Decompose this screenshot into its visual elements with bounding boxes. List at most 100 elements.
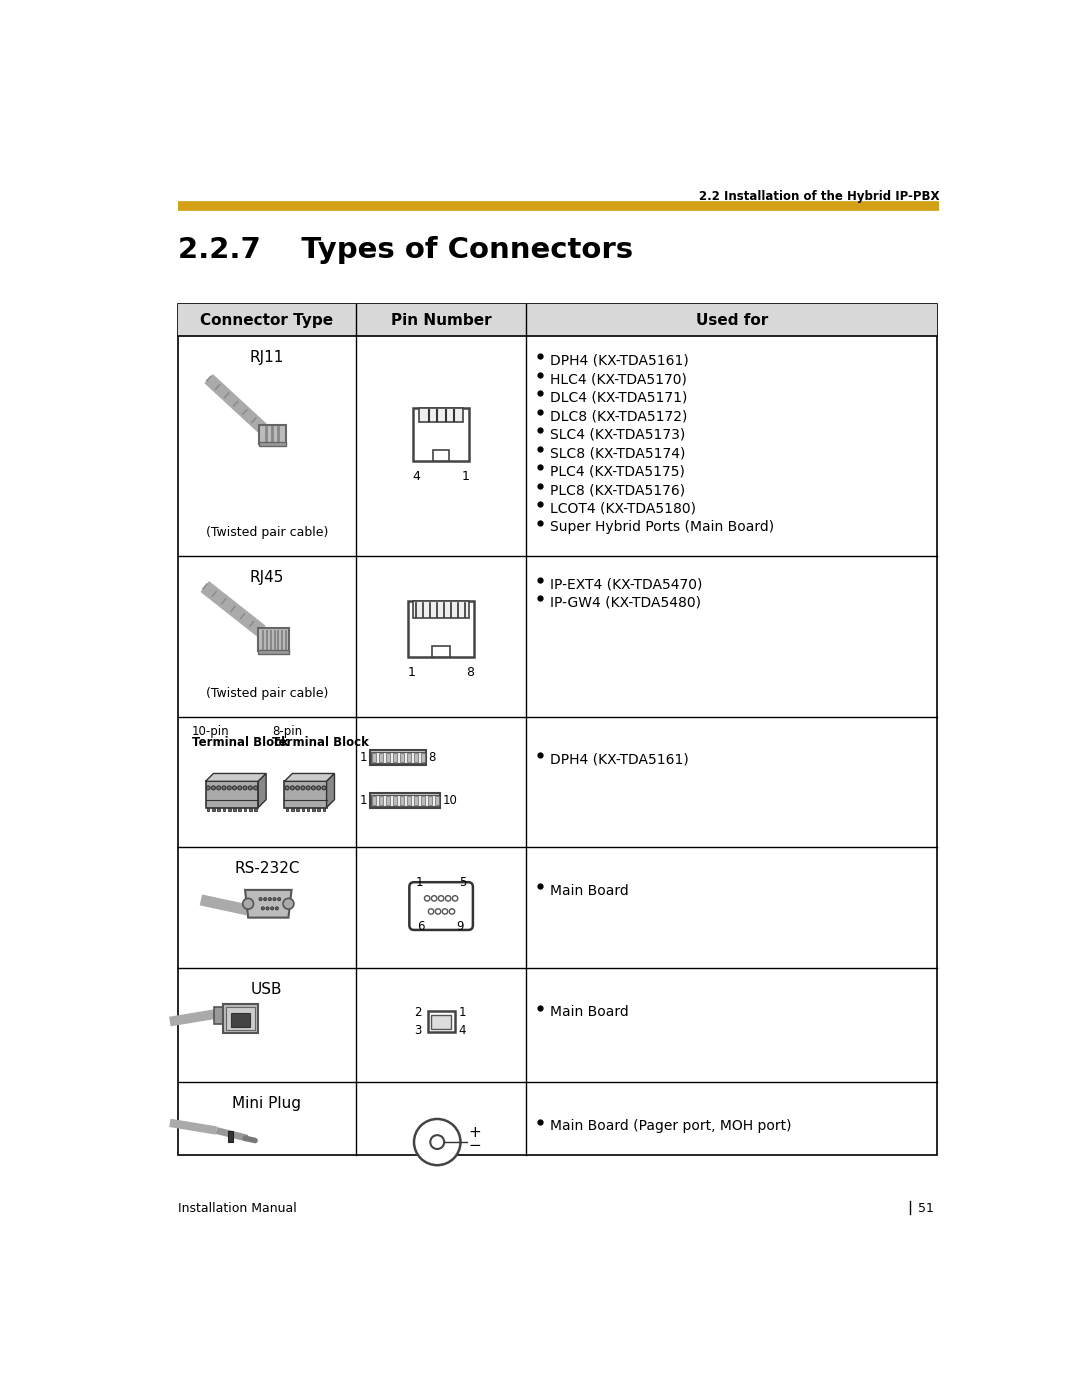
Circle shape <box>232 787 237 789</box>
Text: Main Board: Main Board <box>550 1006 629 1020</box>
Bar <box>386 796 390 805</box>
Bar <box>207 807 210 812</box>
Bar <box>414 753 418 763</box>
Circle shape <box>301 787 305 789</box>
Bar <box>307 807 310 812</box>
Text: 8: 8 <box>467 666 474 679</box>
Circle shape <box>248 787 253 789</box>
Circle shape <box>271 907 273 909</box>
Bar <box>244 807 246 812</box>
Polygon shape <box>326 774 335 807</box>
Bar <box>414 408 469 461</box>
Circle shape <box>275 907 279 909</box>
Bar <box>284 781 326 807</box>
Text: 5: 5 <box>459 876 467 888</box>
Circle shape <box>266 907 269 909</box>
Bar <box>400 753 404 763</box>
Text: RS-232C: RS-232C <box>234 861 299 876</box>
Circle shape <box>430 1136 444 1148</box>
Circle shape <box>449 909 455 914</box>
Circle shape <box>306 787 310 789</box>
Bar <box>217 807 220 812</box>
Text: LCOT4 (KX-TDA5180): LCOT4 (KX-TDA5180) <box>550 502 696 515</box>
Bar <box>214 1007 225 1024</box>
Bar <box>372 753 377 763</box>
Bar <box>372 795 438 806</box>
Text: 4: 4 <box>413 469 420 483</box>
Polygon shape <box>259 425 286 444</box>
Bar <box>318 807 320 812</box>
Bar <box>233 807 235 812</box>
Bar <box>407 753 411 763</box>
Text: Terminal Block: Terminal Block <box>272 736 369 749</box>
Bar <box>296 807 299 812</box>
Polygon shape <box>284 774 335 781</box>
Circle shape <box>311 787 315 789</box>
Circle shape <box>431 895 437 901</box>
Bar <box>431 1014 450 1028</box>
Circle shape <box>227 787 231 789</box>
Bar <box>177 305 937 337</box>
Text: 9: 9 <box>456 921 463 933</box>
Text: Super Hybrid Ports (Main Board): Super Hybrid Ports (Main Board) <box>550 520 773 534</box>
Text: 1: 1 <box>459 1006 467 1018</box>
Circle shape <box>278 898 281 901</box>
Bar <box>227 1007 255 1030</box>
Bar <box>379 753 383 763</box>
Circle shape <box>445 895 450 901</box>
Circle shape <box>268 898 271 901</box>
Circle shape <box>285 787 289 789</box>
Bar <box>286 807 288 812</box>
Bar <box>372 796 377 805</box>
Circle shape <box>435 909 441 914</box>
Bar <box>433 450 449 461</box>
Circle shape <box>254 787 257 789</box>
Bar <box>291 807 294 812</box>
Bar <box>434 796 440 805</box>
Text: IP-GW4 (KX-TDA5480): IP-GW4 (KX-TDA5480) <box>550 595 701 609</box>
Bar <box>254 807 257 812</box>
Text: 1: 1 <box>360 793 367 807</box>
Bar <box>400 796 404 805</box>
Text: Pin Number: Pin Number <box>391 313 491 328</box>
Text: PLC8 (KX-TDA5176): PLC8 (KX-TDA5176) <box>550 483 685 497</box>
Text: IP-EXT4 (KX-TDA5470): IP-EXT4 (KX-TDA5470) <box>550 577 702 591</box>
Text: 2.2.7    Types of Connectors: 2.2.7 Types of Connectors <box>177 236 633 264</box>
Bar <box>419 408 463 422</box>
Bar <box>407 796 411 805</box>
Bar <box>205 781 258 807</box>
Circle shape <box>259 898 262 901</box>
Text: 8-pin: 8-pin <box>272 725 302 738</box>
Bar <box>224 1004 258 1034</box>
Text: 6: 6 <box>417 921 424 933</box>
Bar <box>259 441 286 446</box>
Text: DPH4 (KX-TDA5161): DPH4 (KX-TDA5161) <box>550 753 688 767</box>
Bar <box>372 752 424 763</box>
Circle shape <box>443 909 448 914</box>
Text: Installation Manual: Installation Manual <box>177 1203 296 1215</box>
Bar <box>228 807 230 812</box>
Text: HLC4 (KX-TDA5170): HLC4 (KX-TDA5170) <box>550 373 687 387</box>
Text: 1: 1 <box>462 469 470 483</box>
Circle shape <box>238 787 242 789</box>
Text: USB: USB <box>251 982 283 997</box>
Text: 1: 1 <box>416 876 423 888</box>
Bar <box>222 807 226 812</box>
Text: Main Board: Main Board <box>550 884 629 898</box>
Bar <box>231 1013 251 1027</box>
Bar <box>393 796 397 805</box>
Circle shape <box>414 1119 460 1165</box>
Circle shape <box>429 909 434 914</box>
Bar <box>420 753 426 763</box>
Text: 8: 8 <box>429 752 436 764</box>
Bar <box>312 807 314 812</box>
Bar <box>408 601 474 657</box>
Bar <box>323 807 325 812</box>
Bar <box>369 750 426 766</box>
Circle shape <box>243 898 254 909</box>
Text: DLC4 (KX-TDA5171): DLC4 (KX-TDA5171) <box>550 391 687 405</box>
Text: PLC4 (KX-TDA5175): PLC4 (KX-TDA5175) <box>550 465 685 479</box>
Text: (Twisted pair cable): (Twisted pair cable) <box>205 687 328 700</box>
Circle shape <box>212 787 215 789</box>
Bar <box>249 807 252 812</box>
